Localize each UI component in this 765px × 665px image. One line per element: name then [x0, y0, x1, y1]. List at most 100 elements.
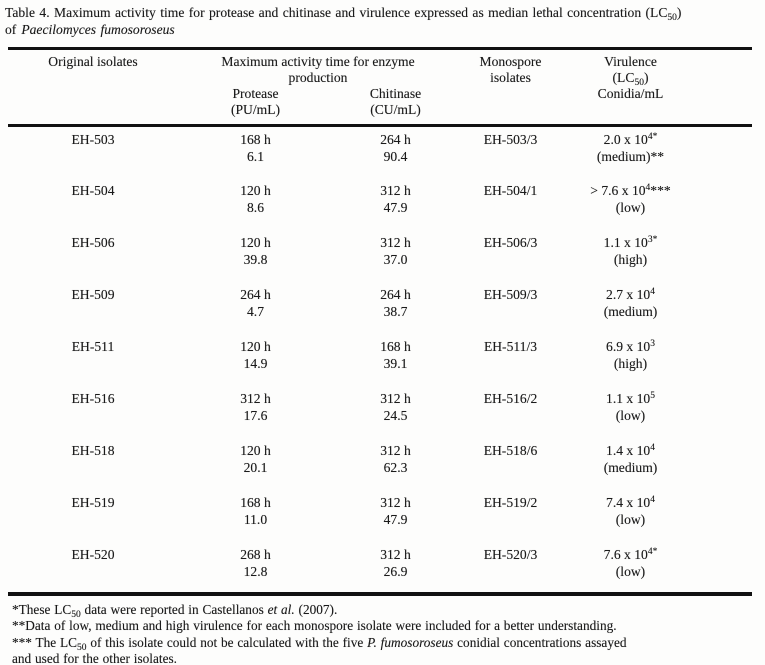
header-original-isolates-label: Original isolates	[48, 54, 138, 69]
cell-monospore-isolate: EH-516/2	[458, 386, 563, 438]
cell-chitinase: 312 h 24.5	[333, 386, 458, 438]
chitinase-activity-value: 38.7	[383, 303, 408, 319]
cell-protease: 168 h 6.1	[178, 126, 333, 178]
chitinase-max-time: 168 h	[380, 338, 411, 354]
lc50-mantissa: 2.0 x 10	[603, 132, 648, 147]
caption-text-line1: Table 4. Maximum activity time for prote…	[5, 5, 668, 20]
virulence-level: (medium)**	[596, 149, 665, 164]
monospore-isolate-id: EH-516/2	[483, 390, 538, 406]
cell-original-isolate: EH-503	[8, 126, 178, 178]
table-body: EH-503 168 h 6.1 264 h 90.4 EH-503/3 2.0…	[8, 126, 752, 594]
chitinase-max-time: 312 h	[380, 390, 411, 406]
lc50-exponent: 4	[650, 286, 655, 297]
cell-monospore-isolate: EH-518/6	[458, 438, 563, 490]
chitinase-max-time: 312 h	[380, 182, 411, 198]
virulence-level: (medium)	[603, 303, 658, 319]
cell-monospore-isolate: EH-511/3	[458, 334, 563, 386]
cell-spacer	[698, 386, 752, 438]
protease-max-time: 168 h	[240, 132, 271, 147]
header-protease-units: (PU/mL)	[230, 102, 281, 117]
protease-max-time: 120 h	[240, 442, 271, 458]
original-isolate-id: EH-511	[71, 338, 115, 354]
virulence-lc50-value: > 7.6 x 104***	[564, 182, 697, 199]
protease-activity-value: 6.1	[247, 149, 264, 164]
lc50-exponent: 5	[650, 390, 655, 401]
original-isolate-id: EH-503	[71, 132, 115, 147]
chitinase-activity-value: 26.9	[383, 563, 408, 579]
cell-virulence: 7.6 x 104* (low)	[563, 542, 698, 594]
protease-activity-value: 4.7	[247, 303, 264, 319]
footnote-1: *These LC50 data were reported in Castel…	[12, 601, 755, 620]
cell-spacer	[698, 490, 752, 542]
cell-protease: 120 h 39.8	[178, 230, 333, 282]
footnote-1-mid: data were reported in Castellanos	[80, 601, 268, 617]
caption-text-line1-end: )	[676, 5, 682, 20]
header-protease: Protease (PU/mL)	[178, 86, 333, 118]
header-monospore-line2: isolates	[490, 70, 531, 85]
cell-original-isolate: EH-506	[8, 230, 178, 282]
cell-monospore-isolate: EH-504/1	[458, 178, 563, 230]
virulence-lc50-value: 1.1 x 103*	[564, 234, 697, 251]
footnotes: *These LC50 data were reported in Castel…	[12, 602, 755, 665]
footnote-1-lc50-subscript: 50	[71, 609, 81, 620]
chitinase-activity-value: 37.0	[383, 251, 408, 267]
table-row: EH-518 120 h 20.1 312 h 62.3 EH-518/6 1.…	[8, 438, 752, 490]
monospore-isolate-id: EH-511/3	[483, 338, 538, 354]
virulence-lc-pre: (LC	[612, 70, 635, 85]
cell-original-isolate: EH-511	[8, 334, 178, 386]
header-monospore-line1: Monospore	[479, 54, 542, 69]
monospore-isolate-id: EH-520/3	[483, 546, 538, 562]
footnote-3-continued: and used for the other isolates.	[12, 651, 177, 665]
table-caption: Table 4. Maximum activity time for prote…	[5, 4, 757, 38]
virulence-lc-post: )	[643, 70, 649, 85]
header-chitinase-label: Chitinase	[369, 86, 422, 101]
cell-chitinase: 312 h 37.0	[333, 230, 458, 282]
virulence-lc-subscript: 50	[634, 78, 644, 88]
lc50-exponent: 4	[650, 494, 655, 505]
original-isolate-id: EH-519	[71, 494, 115, 510]
footnote-1-pre: *These LC	[12, 601, 72, 617]
chitinase-max-time: 264 h	[380, 286, 411, 302]
cell-chitinase: 264 h 38.7	[333, 282, 458, 334]
cell-original-isolate: EH-509	[8, 282, 178, 334]
header-spacer	[698, 48, 752, 127]
lc50-exponent: 4*	[647, 546, 658, 557]
monospore-isolate-id: EH-503/3	[483, 132, 538, 147]
chitinase-max-time: 312 h	[380, 442, 411, 458]
footnote-3-mid: of this isolate could not be calculated …	[86, 634, 368, 650]
table-row: EH-509 264 h 4.7 264 h 38.7 EH-509/3 2.7…	[8, 282, 752, 334]
cell-virulence: 1.1 x 105 (low)	[563, 386, 698, 438]
header-enzyme-subcolumns: Protease (PU/mL) Chitinase (CU/mL)	[178, 86, 458, 118]
virulence-lc50-value: 1.1 x 105	[564, 390, 697, 407]
protease-activity-value: 39.8	[243, 251, 268, 267]
virulence-level: (low)	[615, 199, 646, 215]
original-isolate-id: EH-509	[71, 286, 115, 302]
cell-chitinase: 312 h 26.9	[333, 542, 458, 594]
footnote-2: **Data of low, medium and high virulence…	[12, 618, 617, 633]
cell-spacer	[698, 178, 752, 230]
virulence-lc50-value: 7.6 x 104*	[564, 546, 697, 563]
original-isolate-id: EH-516	[71, 390, 115, 406]
lc50-exponent: 3	[650, 338, 655, 349]
protease-activity-value: 14.9	[243, 355, 268, 371]
cell-chitinase: 312 h 47.9	[333, 490, 458, 542]
chitinase-activity-value: 24.5	[383, 407, 408, 423]
cell-protease: 168 h 11.0	[178, 490, 333, 542]
cell-spacer	[698, 438, 752, 490]
protease-activity-value: 12.8	[243, 563, 268, 579]
virulence-lc50-value: 1.4 x 104	[564, 442, 697, 459]
cell-chitinase: 312 h 47.9	[333, 178, 458, 230]
chitinase-activity-value: 47.9	[383, 199, 408, 215]
cell-virulence: 2.7 x 104 (medium)	[563, 282, 698, 334]
cell-spacer	[698, 282, 752, 334]
cell-original-isolate: EH-520	[8, 542, 178, 594]
virulence-level: (low)	[615, 511, 646, 527]
protease-max-time: 120 h	[240, 338, 271, 354]
cell-original-isolate: EH-504	[8, 178, 178, 230]
header-monospore-isolates: Monospore isolates	[458, 48, 563, 127]
monospore-isolate-id: EH-519/2	[483, 494, 538, 510]
protease-max-time: 120 h	[240, 182, 271, 198]
chitinase-max-time: 312 h	[380, 546, 411, 562]
original-isolate-id: EH-504	[71, 182, 115, 198]
footnote-1-et-al: et al.	[267, 601, 295, 617]
